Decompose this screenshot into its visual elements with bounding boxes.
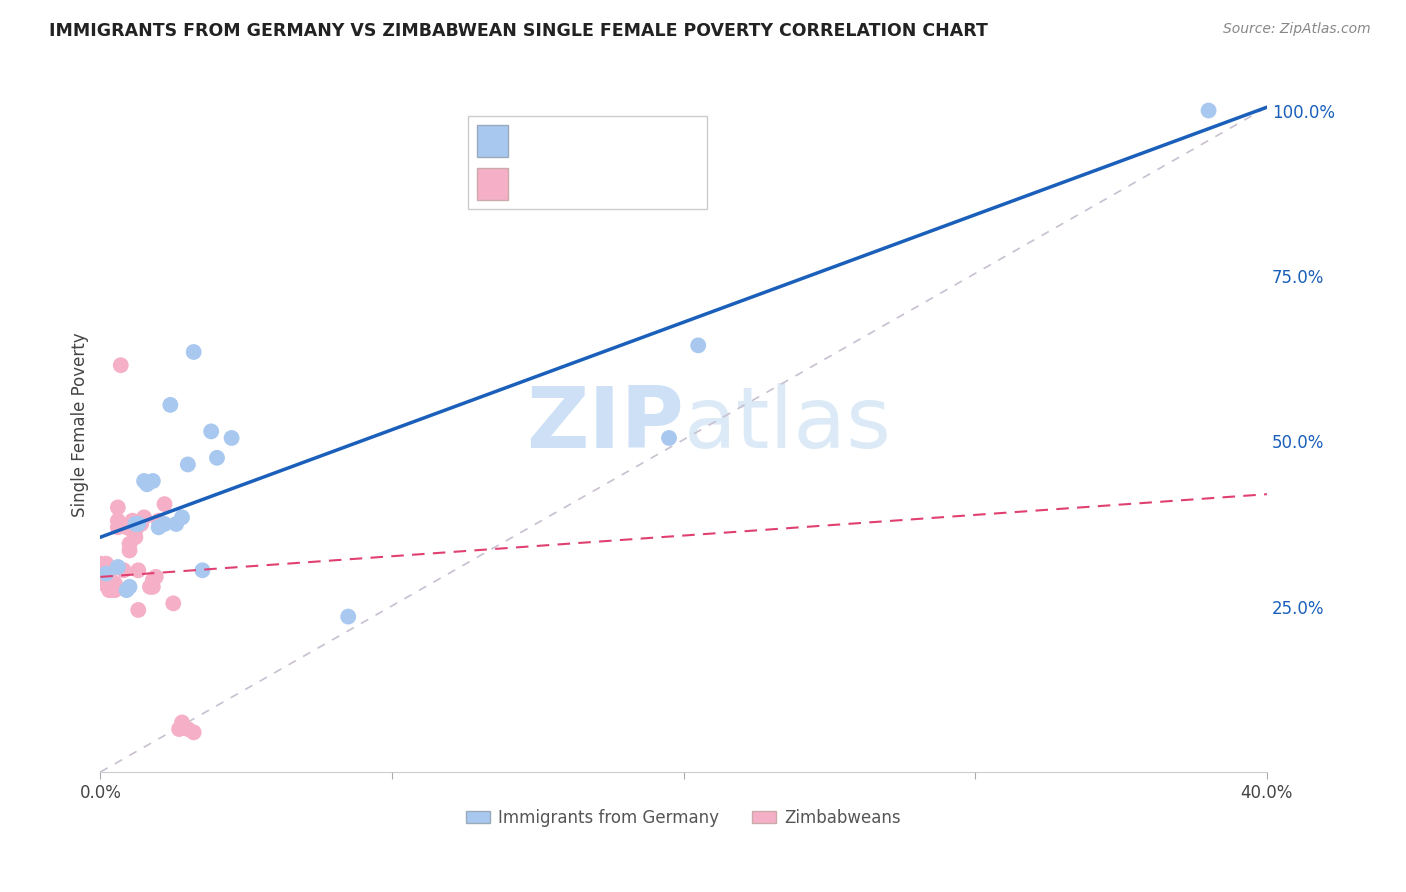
Point [159,398,181,412]
Point [205,450,228,465]
Point [136,477,159,491]
Point [153,516,176,531]
Point [96,557,118,571]
Point [96,576,118,591]
Text: IMMIGRANTS FROM GERMANY VS ZIMBABWEAN SINGLE FEMALE POVERTY CORRELATION CHART: IMMIGRANTS FROM GERMANY VS ZIMBABWEAN SI… [49,22,988,40]
Point [107,560,129,574]
Point [167,722,190,736]
Point [91,576,114,591]
Point [98,570,121,584]
Point [118,537,141,551]
Y-axis label: Single Female Poverty: Single Female Poverty [72,333,89,517]
Point [96,566,118,581]
Point [124,524,146,538]
Legend: Immigrants from Germany, Zimbabweans: Immigrants from Germany, Zimbabweans [460,802,907,833]
Point [107,520,129,534]
Point [129,516,152,531]
Point [200,425,222,439]
Point [107,514,129,528]
Point [98,583,121,598]
Point [148,514,170,528]
Point [148,520,170,534]
Point [115,520,138,534]
Point [688,338,710,352]
Point [91,563,114,577]
Point [127,603,149,617]
Point [170,510,193,524]
Point [132,510,155,524]
Point [121,524,143,538]
Text: ZIP: ZIP [526,384,683,467]
Point [96,570,118,584]
Point [104,576,127,591]
Point [658,431,681,445]
Text: atlas: atlas [683,384,891,467]
Point [132,474,155,488]
Point [183,345,205,359]
Point [115,583,138,598]
Point [127,516,149,531]
Point [183,725,205,739]
Point [153,497,176,511]
Point [118,580,141,594]
Point [89,557,111,571]
Point [142,474,165,488]
Point [110,358,132,372]
Point [124,516,146,531]
Point [170,715,193,730]
Point [107,500,129,515]
Point [101,583,124,598]
Point [112,563,135,577]
Point [142,573,165,587]
Point [162,596,184,610]
Point [177,722,200,736]
Point [124,530,146,544]
Point [121,514,143,528]
Point [142,580,165,594]
Point [165,516,187,531]
Point [104,583,127,598]
Point [127,563,149,577]
Point [177,458,200,472]
Point [145,570,167,584]
Point [118,543,141,558]
Point [98,576,121,591]
Point [91,563,114,577]
Point [1198,103,1220,118]
Text: Source: ZipAtlas.com: Source: ZipAtlas.com [1223,22,1371,37]
Point [101,583,124,598]
Point [221,431,243,445]
Point [191,563,214,577]
Point [139,580,162,594]
Point [337,609,360,624]
Point [89,563,111,577]
